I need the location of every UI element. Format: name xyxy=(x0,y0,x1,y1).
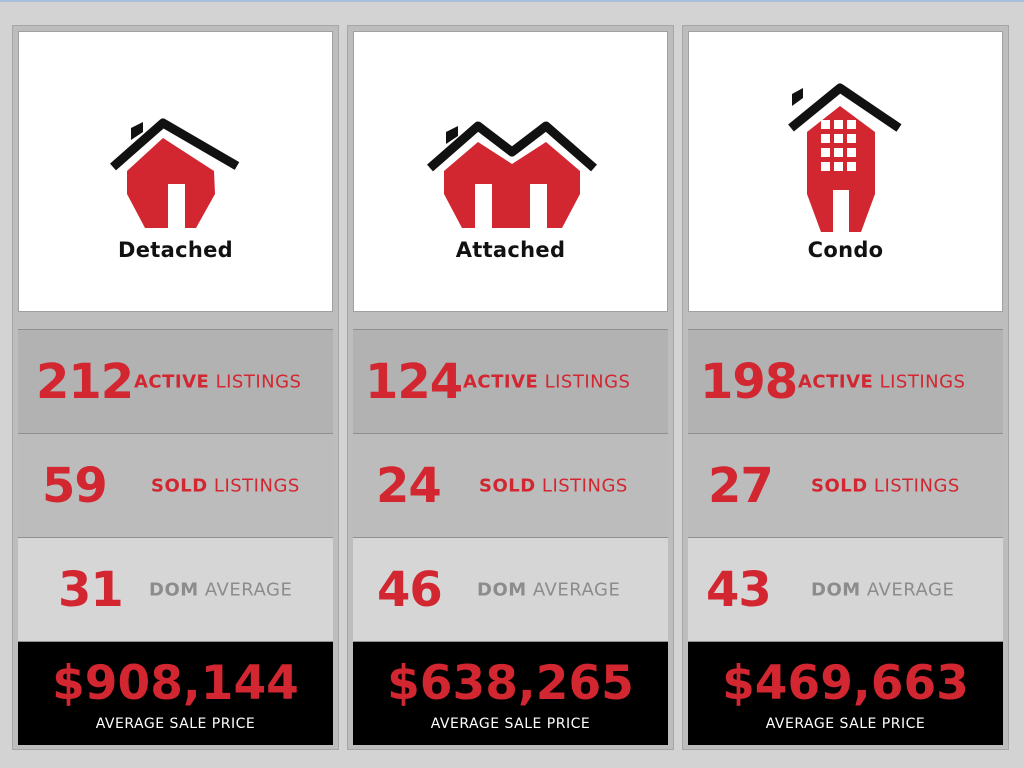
active-listings-row: 212 ACTIVE LISTINGS xyxy=(18,329,333,433)
active-listings-label: ACTIVE LISTINGS xyxy=(463,371,631,392)
condo-column: Condo 198 ACTIVE LISTINGS 27 SOLD LISTIN… xyxy=(682,25,1009,750)
sold-count: 27 xyxy=(708,457,774,514)
detached-house-icon xyxy=(110,118,240,228)
active-listings-label: ACTIVE LISTINGS xyxy=(134,371,302,392)
property-type-label: Attached xyxy=(455,238,566,262)
property-type-label: Condo xyxy=(807,238,884,262)
sold-listings-label: SOLD LISTINGS xyxy=(811,475,960,496)
dom-average-row: 46 DOM AVERAGE xyxy=(353,537,668,641)
active-listings-row: 124 ACTIVE LISTINGS xyxy=(353,329,668,433)
average-sale-price-box: $908,144 AVERAGE SALE PRICE xyxy=(18,641,333,745)
dom-average-row: 43 DOM AVERAGE xyxy=(688,537,1003,641)
average-sale-price: $469,663 xyxy=(722,656,969,711)
dom-average-row: 31 DOM AVERAGE xyxy=(18,537,333,641)
detached-icon-card: Detached xyxy=(18,31,333,312)
active-count: 198 xyxy=(700,353,798,410)
average-sale-price-label: AVERAGE SALE PRICE xyxy=(430,716,591,732)
sold-listings-label: SOLD LISTINGS xyxy=(151,475,300,496)
active-count: 212 xyxy=(36,353,134,410)
sold-listings-label: SOLD LISTINGS xyxy=(479,475,628,496)
attached-icon-card: Attached xyxy=(353,31,668,312)
average-sale-price: $638,265 xyxy=(387,656,634,711)
active-listings-label: ACTIVE LISTINGS xyxy=(798,371,966,392)
dom-count: 46 xyxy=(377,561,443,618)
average-sale-price-label: AVERAGE SALE PRICE xyxy=(765,716,926,732)
sold-count: 59 xyxy=(42,457,108,514)
average-sale-price-label: AVERAGE SALE PRICE xyxy=(95,716,256,732)
sold-listings-row: 59 SOLD LISTINGS xyxy=(18,433,333,537)
dom-average-label: DOM AVERAGE xyxy=(149,579,293,600)
average-sale-price: $908,144 xyxy=(52,656,299,711)
property-type-label: Detached xyxy=(118,238,233,262)
active-listings-row: 198 ACTIVE LISTINGS xyxy=(688,329,1003,433)
dom-average-label: DOM AVERAGE xyxy=(477,579,621,600)
condo-building-icon xyxy=(788,83,902,232)
dom-count: 31 xyxy=(58,561,124,618)
sold-listings-row: 24 SOLD LISTINGS xyxy=(353,433,668,537)
dom-average-label: DOM AVERAGE xyxy=(811,579,955,600)
detached-column: Detached 212 ACTIVE LISTINGS 59 SOLD LIS… xyxy=(12,25,339,750)
condo-icon-card: Condo xyxy=(688,31,1003,312)
dom-count: 43 xyxy=(706,561,772,618)
sold-count: 24 xyxy=(376,457,442,514)
top-divider xyxy=(0,0,1024,2)
attached-column: Attached 124 ACTIVE LISTINGS 24 SOLD LIS… xyxy=(347,25,674,750)
attached-house-icon xyxy=(427,121,597,228)
sold-listings-row: 27 SOLD LISTINGS xyxy=(688,433,1003,537)
average-sale-price-box: $469,663 AVERAGE SALE PRICE xyxy=(688,641,1003,745)
active-count: 124 xyxy=(365,353,463,410)
average-sale-price-box: $638,265 AVERAGE SALE PRICE xyxy=(353,641,668,745)
